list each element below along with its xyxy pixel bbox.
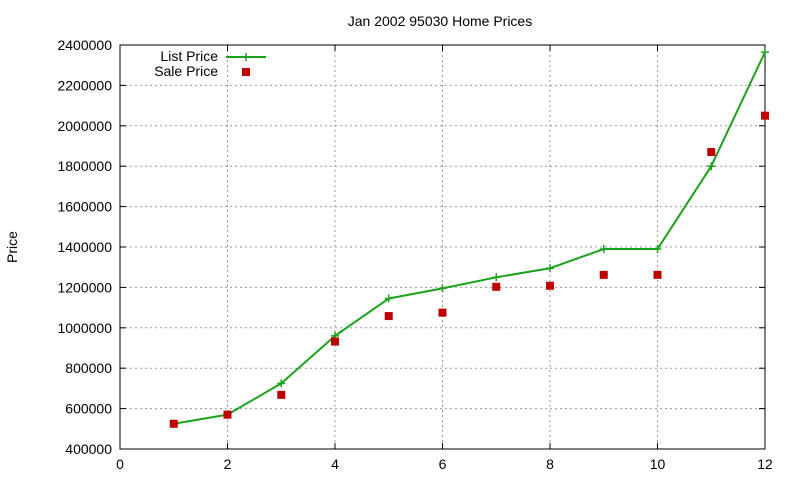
y-axis-label: Price (4, 231, 20, 263)
sale-price-point (277, 390, 286, 399)
grid-lines (120, 45, 765, 449)
x-tick-label: 8 (546, 456, 554, 472)
axis-ticks: 400000 600000 800000 1000000 1200000 1400000 1… (57, 37, 773, 472)
y-tick-label: 2200000 (57, 77, 112, 93)
sale-price-point (546, 281, 554, 290)
x-tick-label: 6 (439, 456, 447, 472)
legend-swatch-sale-price-marker (242, 68, 250, 76)
series-layer (169, 48, 769, 428)
y-tick-label: 1400000 (57, 239, 112, 255)
sale-price-point (653, 270, 662, 279)
list-price-line (173, 51, 766, 425)
sale-price-point (492, 282, 501, 291)
sale-price-point (438, 308, 447, 317)
list-price-point (599, 245, 608, 254)
list-price-point (438, 284, 447, 293)
sale-price-point (331, 337, 339, 346)
x-tick-label: 10 (650, 456, 666, 472)
legend-swatch-list-price-marker (242, 53, 250, 61)
sale-price-point (599, 270, 608, 279)
list-price-point (384, 294, 393, 303)
sale-price-point (707, 148, 716, 157)
x-tick-label: 0 (116, 456, 124, 472)
chart-title: Jan 2002 95030 Home Prices (348, 13, 532, 29)
list-price-point (707, 162, 716, 171)
sale-price-point (761, 111, 769, 120)
y-tick-label: 1200000 (57, 279, 112, 295)
y-tick-label: 2000000 (57, 118, 112, 134)
sale-price-point (169, 419, 178, 428)
y-tick-label: 600000 (65, 401, 112, 417)
x-tick-label: 2 (224, 456, 232, 472)
y-tick-label: 800000 (65, 360, 112, 376)
y-tick-label: 1800000 (57, 158, 112, 174)
legend-label-list-price: List Price (160, 48, 218, 64)
legend-label-sale-price: Sale Price (154, 63, 218, 79)
list-price-point (277, 379, 286, 388)
y-tick-label: 1000000 (57, 320, 112, 336)
sale-price-point (384, 312, 393, 321)
y-tick-label: 1600000 (57, 199, 112, 215)
list-price-point (653, 245, 662, 254)
x-tick-label: 12 (757, 456, 773, 472)
y-tick-label: 400000 (65, 441, 112, 457)
list-price-point (761, 48, 769, 57)
list-price-point (492, 273, 501, 282)
y-tick-label: 2400000 (57, 37, 112, 53)
x-tick-label: 4 (331, 456, 339, 472)
list-price-point (546, 264, 554, 273)
legend: List Price Sale Price (154, 48, 266, 79)
sale-price-point (223, 410, 232, 419)
